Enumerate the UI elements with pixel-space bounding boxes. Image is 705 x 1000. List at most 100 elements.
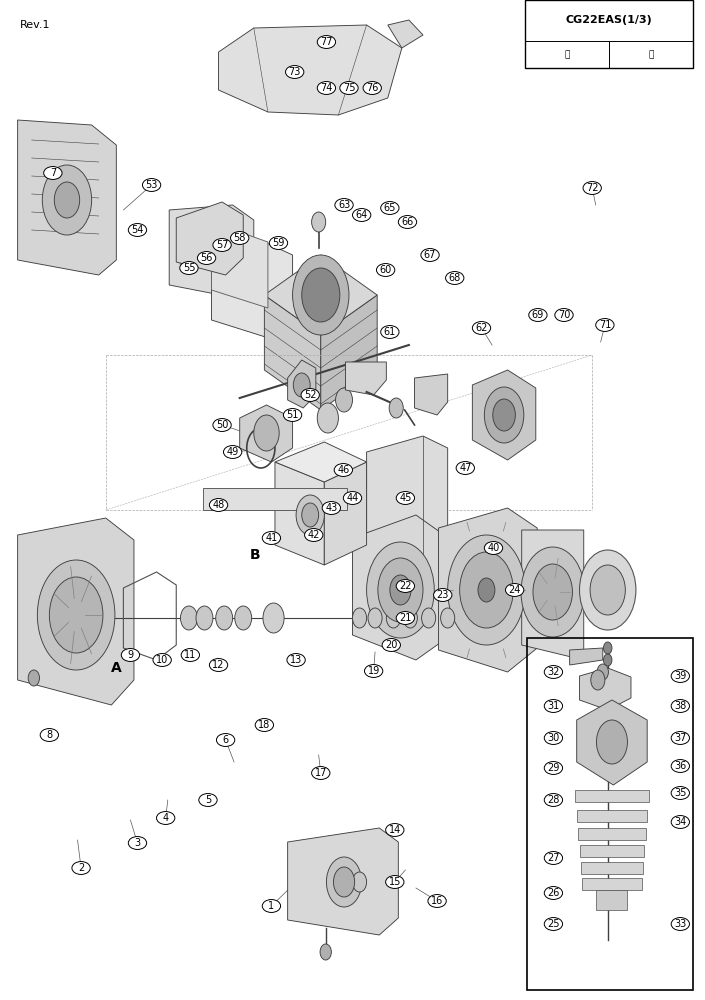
Text: 55: 55 bbox=[183, 263, 195, 273]
Ellipse shape bbox=[448, 535, 525, 645]
Ellipse shape bbox=[352, 209, 371, 221]
Text: 74: 74 bbox=[320, 83, 333, 93]
Ellipse shape bbox=[671, 670, 689, 682]
Ellipse shape bbox=[533, 564, 572, 620]
Text: 60: 60 bbox=[379, 265, 392, 275]
Ellipse shape bbox=[590, 565, 625, 615]
Ellipse shape bbox=[263, 603, 284, 633]
Ellipse shape bbox=[460, 552, 513, 628]
Polygon shape bbox=[18, 120, 116, 275]
Polygon shape bbox=[577, 700, 647, 785]
Polygon shape bbox=[575, 790, 649, 802]
Text: 75: 75 bbox=[343, 83, 355, 93]
Polygon shape bbox=[264, 295, 321, 410]
Ellipse shape bbox=[320, 944, 331, 960]
Text: 17: 17 bbox=[314, 768, 327, 778]
Text: 16: 16 bbox=[431, 896, 443, 906]
Text: 65: 65 bbox=[384, 203, 396, 213]
Ellipse shape bbox=[544, 700, 563, 712]
Text: B: B bbox=[250, 548, 261, 562]
Text: 21: 21 bbox=[399, 613, 412, 623]
Ellipse shape bbox=[382, 639, 400, 651]
Text: 25: 25 bbox=[547, 919, 560, 929]
Ellipse shape bbox=[493, 399, 515, 431]
Ellipse shape bbox=[317, 82, 336, 94]
Ellipse shape bbox=[213, 239, 231, 251]
Ellipse shape bbox=[322, 502, 341, 514]
Text: 36: 36 bbox=[674, 761, 687, 771]
Text: 58: 58 bbox=[233, 233, 246, 243]
Ellipse shape bbox=[216, 734, 235, 746]
Ellipse shape bbox=[317, 36, 336, 48]
Ellipse shape bbox=[180, 606, 197, 630]
Text: 23: 23 bbox=[436, 590, 449, 600]
Ellipse shape bbox=[671, 816, 689, 828]
Text: 28: 28 bbox=[547, 795, 560, 805]
Ellipse shape bbox=[367, 542, 434, 638]
Ellipse shape bbox=[529, 309, 547, 321]
Text: 71: 71 bbox=[599, 320, 611, 330]
Text: 型: 型 bbox=[565, 50, 570, 59]
Text: 24: 24 bbox=[508, 585, 521, 595]
Polygon shape bbox=[212, 242, 293, 340]
Ellipse shape bbox=[121, 649, 140, 661]
Polygon shape bbox=[203, 488, 347, 510]
Text: 13: 13 bbox=[290, 655, 302, 665]
Text: 61: 61 bbox=[384, 327, 396, 337]
Ellipse shape bbox=[352, 872, 367, 892]
Ellipse shape bbox=[544, 762, 563, 774]
Ellipse shape bbox=[269, 237, 288, 249]
Ellipse shape bbox=[254, 415, 279, 451]
Polygon shape bbox=[240, 405, 293, 462]
Polygon shape bbox=[264, 255, 377, 335]
Ellipse shape bbox=[428, 895, 446, 907]
Ellipse shape bbox=[396, 580, 415, 592]
Ellipse shape bbox=[262, 532, 281, 544]
Text: 32: 32 bbox=[547, 667, 560, 677]
Ellipse shape bbox=[44, 167, 62, 179]
Text: 41: 41 bbox=[265, 533, 278, 543]
Text: 29: 29 bbox=[547, 763, 560, 773]
Ellipse shape bbox=[478, 578, 495, 602]
Text: 51: 51 bbox=[286, 410, 299, 420]
Ellipse shape bbox=[209, 499, 228, 511]
Ellipse shape bbox=[378, 558, 423, 622]
Text: A: A bbox=[111, 661, 122, 675]
Text: 3: 3 bbox=[135, 838, 140, 848]
Ellipse shape bbox=[213, 419, 231, 431]
Text: 26: 26 bbox=[547, 888, 560, 898]
Text: 39: 39 bbox=[674, 671, 687, 681]
Text: 27: 27 bbox=[547, 853, 560, 863]
Ellipse shape bbox=[386, 824, 404, 836]
Ellipse shape bbox=[199, 794, 217, 806]
Text: 4: 4 bbox=[163, 813, 168, 823]
Ellipse shape bbox=[421, 249, 439, 261]
Ellipse shape bbox=[544, 732, 563, 744]
Bar bbox=[527, 638, 693, 990]
Text: 10: 10 bbox=[156, 655, 168, 665]
Ellipse shape bbox=[396, 612, 415, 624]
Polygon shape bbox=[288, 828, 398, 935]
Polygon shape bbox=[212, 222, 268, 308]
Text: 22: 22 bbox=[399, 581, 412, 591]
Text: 47: 47 bbox=[459, 463, 472, 473]
Ellipse shape bbox=[364, 665, 383, 677]
Polygon shape bbox=[176, 202, 243, 275]
Text: 33: 33 bbox=[674, 919, 687, 929]
Ellipse shape bbox=[333, 867, 355, 897]
Ellipse shape bbox=[583, 182, 601, 194]
Ellipse shape bbox=[671, 760, 689, 772]
Text: 31: 31 bbox=[547, 701, 560, 711]
Ellipse shape bbox=[396, 492, 415, 504]
Polygon shape bbox=[275, 462, 324, 565]
Ellipse shape bbox=[326, 857, 362, 907]
Ellipse shape bbox=[180, 262, 198, 274]
Text: 30: 30 bbox=[547, 733, 560, 743]
Text: 11: 11 bbox=[184, 650, 197, 660]
Text: 38: 38 bbox=[674, 701, 687, 711]
Ellipse shape bbox=[305, 529, 323, 541]
Ellipse shape bbox=[580, 550, 636, 630]
Ellipse shape bbox=[671, 732, 689, 744]
Polygon shape bbox=[321, 295, 377, 410]
Ellipse shape bbox=[317, 403, 338, 433]
